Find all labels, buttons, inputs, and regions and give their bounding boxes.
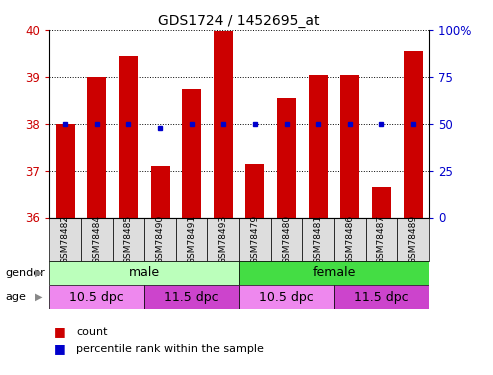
Bar xyxy=(49,285,144,309)
Text: GSM78479: GSM78479 xyxy=(250,214,259,264)
Bar xyxy=(81,217,112,261)
Text: GSM78480: GSM78480 xyxy=(282,214,291,264)
Bar xyxy=(239,217,271,261)
Bar xyxy=(334,217,366,261)
Bar xyxy=(176,217,208,261)
Text: ■: ■ xyxy=(54,342,66,355)
Bar xyxy=(372,187,391,218)
Text: ■: ■ xyxy=(54,326,66,338)
Text: ▶: ▶ xyxy=(35,292,42,302)
Text: GSM78482: GSM78482 xyxy=(61,214,70,264)
Text: GSM78485: GSM78485 xyxy=(124,214,133,264)
Bar xyxy=(334,285,429,309)
Bar xyxy=(239,261,429,285)
Bar xyxy=(56,124,74,218)
Bar xyxy=(239,285,334,309)
Bar xyxy=(397,217,429,261)
Text: GSM78493: GSM78493 xyxy=(219,214,228,264)
Text: ▶: ▶ xyxy=(35,268,42,278)
Text: 11.5 dpc: 11.5 dpc xyxy=(164,291,219,304)
Text: GSM78490: GSM78490 xyxy=(155,214,165,264)
Bar xyxy=(87,77,106,218)
Bar xyxy=(119,56,138,217)
Bar xyxy=(182,88,201,218)
Bar xyxy=(302,217,334,261)
Bar xyxy=(144,285,239,309)
Text: female: female xyxy=(313,266,355,279)
Bar xyxy=(309,75,328,217)
Text: age: age xyxy=(5,292,26,302)
Text: GSM78489: GSM78489 xyxy=(409,214,418,264)
Title: GDS1724 / 1452695_at: GDS1724 / 1452695_at xyxy=(158,13,320,28)
Text: percentile rank within the sample: percentile rank within the sample xyxy=(76,344,264,354)
Bar xyxy=(144,217,176,261)
Bar xyxy=(366,217,397,261)
Text: GSM78481: GSM78481 xyxy=(314,214,323,264)
Bar xyxy=(112,217,144,261)
Text: 10.5 dpc: 10.5 dpc xyxy=(259,291,314,304)
Text: gender: gender xyxy=(5,268,45,278)
Bar xyxy=(271,217,302,261)
Bar xyxy=(49,261,239,285)
Text: GSM78486: GSM78486 xyxy=(345,214,354,264)
Text: male: male xyxy=(129,266,160,279)
Text: count: count xyxy=(76,327,108,337)
Bar xyxy=(246,164,264,218)
Bar xyxy=(208,217,239,261)
Bar xyxy=(49,217,81,261)
Text: GSM78487: GSM78487 xyxy=(377,214,386,264)
Bar xyxy=(404,51,423,217)
Text: 10.5 dpc: 10.5 dpc xyxy=(70,291,124,304)
Text: GSM78484: GSM78484 xyxy=(92,214,101,264)
Bar xyxy=(150,166,170,218)
Text: GSM78491: GSM78491 xyxy=(187,214,196,264)
Bar xyxy=(340,75,359,217)
Bar xyxy=(214,32,233,217)
Bar xyxy=(277,98,296,218)
Text: 11.5 dpc: 11.5 dpc xyxy=(354,291,409,304)
